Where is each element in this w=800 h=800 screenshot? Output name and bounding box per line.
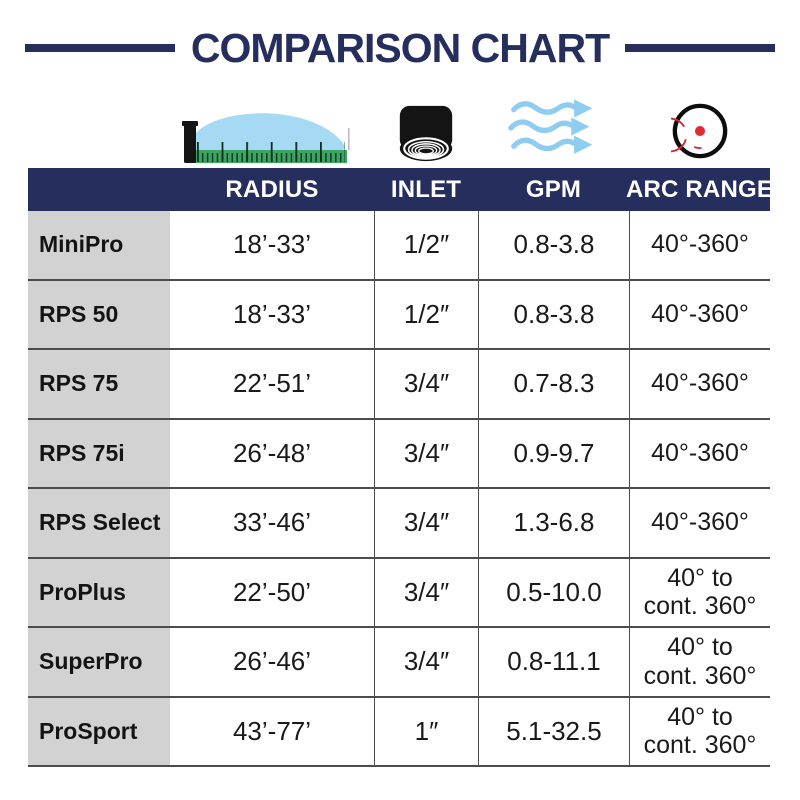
table-row: RPS 75i 26’-48’ 3/4″ 0.9-9.7 40°-360°: [28, 419, 770, 489]
arc-range-cell: 40°-360°: [629, 419, 770, 487]
gpm-cell: 5.1-32.5: [478, 697, 629, 765]
table-row: RPS 50 18’-33’ 1/2″ 0.8-3.8 40°-360°: [28, 280, 770, 350]
arc-range-icon: [629, 84, 770, 166]
radius-cell: 18’-33’: [170, 211, 374, 279]
comparison-table: RADIUS INLET GPM ARC RANGE MiniPro 18’-3…: [28, 168, 774, 767]
icon-legend-row: [28, 84, 770, 166]
gpm-cell: 0.8-11.1: [478, 628, 629, 696]
product-name-cell: SuperPro: [28, 628, 170, 696]
table-row: RPS Select 33’-46’ 3/4″ 1.3-6.8 40°-360°: [28, 489, 770, 559]
inlet-icon: [374, 84, 478, 166]
table-header-row: RADIUS INLET GPM ARC RANGE: [28, 168, 774, 211]
arc-range-cell: 40° to cont. 360°: [629, 558, 770, 626]
inlet-cell: 3/4″: [374, 419, 478, 487]
gpm-cell: 0.8-3.8: [478, 280, 629, 348]
inlet-cell: 3/4″: [374, 628, 478, 696]
gpm-cell: 0.9-9.7: [478, 419, 629, 487]
product-name-cell: RPS Select: [28, 489, 170, 557]
arc-range-cell: 40° to cont. 360°: [629, 628, 770, 696]
title-left-bar: [24, 44, 175, 52]
header-arc-range: ARC RANGE: [625, 175, 774, 203]
table-row: RPS 75 22’-51’ 3/4″ 0.7-8.3 40°-360°: [28, 350, 770, 420]
page-title: COMPARISON CHART: [190, 24, 610, 71]
product-name-cell: RPS 75: [28, 350, 170, 418]
inlet-cell: 1″: [374, 697, 478, 765]
gpm-cell: 0.5-10.0: [478, 558, 629, 626]
gpm-cell: 1.3-6.8: [478, 489, 629, 557]
radius-cell: 33’-46’: [170, 489, 374, 557]
radius-cell: 26’-46’: [170, 628, 374, 696]
product-name-cell: MiniPro: [28, 211, 170, 279]
radius-cell: 26’-48’: [170, 419, 374, 487]
arc-range-cell: 40°-360°: [629, 489, 770, 557]
inlet-cell: 3/4″: [374, 558, 478, 626]
product-name-cell: RPS 75i: [28, 419, 170, 487]
gpm-cell: 0.8-3.8: [478, 211, 629, 279]
gpm-icon: [478, 84, 629, 166]
radius-cell: 22’-51’: [170, 350, 374, 418]
arc-range-cell: 40°-360°: [629, 350, 770, 418]
arc-range-cell: 40°-360°: [629, 211, 770, 279]
arc-range-cell: 40° to cont. 360°: [629, 697, 770, 765]
table-row: ProSport 43’-77’ 1″ 5.1-32.5 40° to cont…: [28, 697, 770, 767]
radius-cell: 18’-33’: [170, 280, 374, 348]
radius-cell: 43’-77’: [170, 697, 374, 765]
radius-icon: [170, 84, 374, 166]
radius-cell: 22’-50’: [170, 558, 374, 626]
product-name-cell: ProSport: [28, 697, 170, 765]
header-radius: RADIUS: [225, 175, 319, 203]
header-gpm: GPM: [525, 175, 582, 203]
table-row: SuperPro 26’-46’ 3/4″ 0.8-11.1 40° to co…: [28, 628, 770, 698]
table-row: MiniPro 18’-33’ 1/2″ 0.8-3.8 40°-360°: [28, 211, 770, 281]
inlet-cell: 3/4″: [374, 489, 478, 557]
table-row: ProPlus 22’-50’ 3/4″ 0.5-10.0 40° to con…: [28, 558, 770, 628]
arc-range-cell: 40°-360°: [629, 280, 770, 348]
icon-spacer: [28, 84, 170, 166]
inlet-cell: 3/4″: [374, 350, 478, 418]
inlet-cell: 1/2″: [374, 211, 478, 279]
title-row: COMPARISON CHART: [0, 22, 800, 74]
inlet-cell: 1/2″: [374, 280, 478, 348]
header-inlet: INLET: [390, 175, 462, 203]
header-product-spacer: [28, 168, 170, 211]
product-name-cell: ProPlus: [28, 558, 170, 626]
title-right-bar: [625, 44, 776, 52]
product-name-cell: RPS 50: [28, 280, 170, 348]
gpm-cell: 0.7-8.3: [478, 350, 629, 418]
